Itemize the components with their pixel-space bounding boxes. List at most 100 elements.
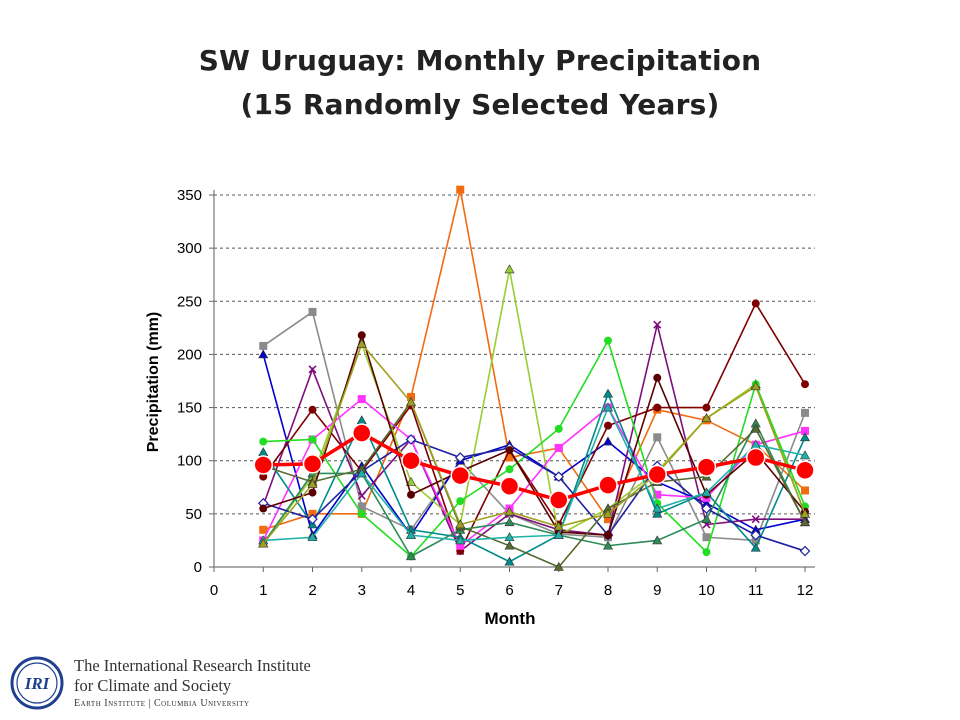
- x-axis-label: Month: [485, 609, 536, 628]
- series-line: [263, 438, 806, 552]
- data-point-marker: [653, 403, 662, 412]
- data-point-marker: [799, 450, 811, 460]
- series-line: [263, 189, 806, 531]
- data-point-marker: [604, 336, 612, 345]
- data-point-marker: [504, 532, 515, 542]
- data-point-marker: [701, 487, 712, 497]
- data-point-marker: [307, 513, 318, 525]
- mean-point-marker: [253, 455, 273, 475]
- data-point-marker: [454, 452, 466, 463]
- data-point-marker: [258, 538, 269, 548]
- data-point-marker: [308, 365, 317, 374]
- mean-point-marker: [302, 454, 323, 474]
- data-point-marker: [750, 381, 761, 391]
- mean-point-marker: [450, 465, 470, 486]
- logo-line-1: The International Research Institute: [74, 656, 311, 675]
- data-point-marker: [504, 264, 515, 274]
- mean-point-marker: [696, 457, 717, 477]
- chart-title: SW Uruguay: Monthly Precipitation: [198, 44, 762, 77]
- mean-point-marker: [746, 447, 766, 468]
- data-point-marker: [553, 521, 564, 531]
- data-point-marker: [602, 402, 614, 412]
- x-tick-label: 3: [358, 582, 366, 599]
- data-point-marker: [259, 341, 268, 350]
- series-line: [262, 354, 806, 537]
- data-point-marker: [307, 478, 318, 488]
- data-point-marker: [701, 503, 712, 514]
- data-point-marker: [653, 490, 662, 499]
- mean-point-marker: [499, 476, 520, 496]
- data-point-marker: [505, 465, 514, 474]
- data-point-marker: [455, 519, 466, 529]
- mean-point-marker: [795, 460, 815, 481]
- series-line: [262, 301, 806, 554]
- data-point-marker: [407, 490, 415, 499]
- mean-point-marker: [549, 490, 569, 510]
- x-tick-label: 7: [555, 582, 563, 599]
- data-point-marker: [455, 535, 466, 545]
- y-tick-label: 350: [177, 187, 202, 204]
- data-point-marker: [356, 415, 367, 425]
- data-point-marker: [701, 413, 712, 423]
- data-point-marker: [799, 508, 811, 518]
- data-point-marker: [308, 307, 317, 316]
- series-line: [263, 338, 806, 558]
- data-point-marker: [750, 529, 762, 541]
- y-tick-label: 0: [194, 559, 202, 576]
- data-point-marker: [653, 320, 662, 329]
- data-point-marker: [357, 509, 366, 518]
- data-point-marker: [799, 545, 811, 557]
- data-point-marker: [602, 540, 614, 550]
- data-point-marker: [259, 504, 268, 513]
- y-tick-label: 250: [177, 293, 202, 310]
- series-15: [258, 338, 811, 548]
- data-point-marker: [653, 373, 662, 382]
- x-tick-label: 1: [259, 582, 267, 599]
- data-point-marker: [357, 331, 366, 340]
- data-point-marker: [751, 515, 760, 524]
- data-point-marker: [801, 380, 809, 389]
- data-point-marker: [356, 468, 367, 478]
- x-tick-label: 4: [407, 582, 415, 599]
- data-point-marker: [259, 525, 268, 534]
- series-12: [259, 331, 809, 540]
- data-point-marker: [702, 403, 711, 412]
- data-point-marker: [602, 508, 614, 518]
- data-point-marker: [799, 517, 811, 527]
- data-point-marker: [504, 517, 515, 527]
- data-point-marker: [652, 535, 663, 545]
- data-point-marker: [653, 433, 662, 442]
- mean-point-marker: [647, 464, 667, 485]
- chart-subtitle: (15 Randomly Selected Years): [240, 88, 720, 121]
- x-tick-label: 12: [797, 582, 814, 599]
- mean-series: [253, 423, 815, 510]
- data-point-marker: [405, 434, 417, 445]
- svg-text:IRI: IRI: [24, 674, 51, 693]
- data-point-marker: [602, 436, 614, 446]
- x-tick-label: 2: [308, 582, 316, 599]
- data-point-marker: [799, 432, 811, 442]
- series-8: [259, 336, 809, 561]
- data-point-marker: [357, 395, 366, 404]
- x-tick-label: 6: [505, 582, 513, 599]
- data-point-marker: [553, 561, 564, 571]
- data-point-marker: [652, 508, 663, 518]
- data-point-marker: [504, 556, 515, 566]
- data-point-marker: [308, 435, 317, 444]
- data-point-marker: [259, 437, 268, 446]
- series-5: [259, 299, 809, 556]
- data-point-marker: [652, 503, 663, 513]
- x-tick-label: 10: [698, 582, 715, 599]
- series-line: [263, 332, 806, 536]
- data-point-marker: [553, 530, 564, 539]
- data-point-marker: [357, 491, 366, 500]
- data-point-marker: [750, 423, 761, 433]
- logo-line-3: Earth Institute | Columbia University: [74, 698, 250, 709]
- series-line: [262, 421, 806, 558]
- data-point-marker: [308, 405, 317, 414]
- series-2: [259, 307, 809, 545]
- y-tick-label: 200: [177, 346, 202, 363]
- data-point-marker: [602, 388, 614, 398]
- data-point-marker: [702, 548, 711, 557]
